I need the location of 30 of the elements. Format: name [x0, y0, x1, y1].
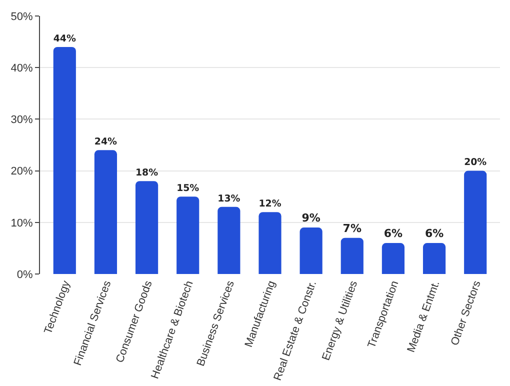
bar [422, 243, 446, 274]
bar [135, 181, 158, 274]
data-label: 24% [94, 136, 118, 148]
data-label: 7% [342, 222, 362, 235]
y-tick-label: 40% [10, 62, 34, 74]
x-tick-label: Other Sectors [448, 278, 484, 348]
bar [340, 238, 364, 274]
bar [53, 46, 76, 274]
data-label: 20% [464, 157, 488, 168]
data-label: 12% [258, 198, 282, 210]
bar [464, 170, 487, 274]
bar [94, 150, 118, 274]
data-label: 44% [53, 33, 76, 44]
data-label: 6% [384, 227, 403, 240]
y-tick-label: 30% [10, 114, 34, 126]
y-tick-label: 10% [10, 217, 34, 230]
data-label: 6% [424, 227, 444, 240]
bar [176, 196, 200, 274]
bar [218, 206, 240, 274]
bar [300, 228, 322, 274]
data-label: 9% [302, 212, 320, 225]
x-tick-label: Media & Entmt. [405, 279, 442, 354]
y-tick-label: 20% [10, 166, 34, 178]
bar [382, 243, 405, 274]
data-label: 13% [218, 193, 241, 204]
bar [258, 212, 282, 274]
data-label: 18% [136, 168, 159, 179]
data-label: 15% [176, 183, 200, 194]
y-tick-label: 50% [10, 10, 34, 23]
y-tick-label: 0% [16, 268, 34, 281]
